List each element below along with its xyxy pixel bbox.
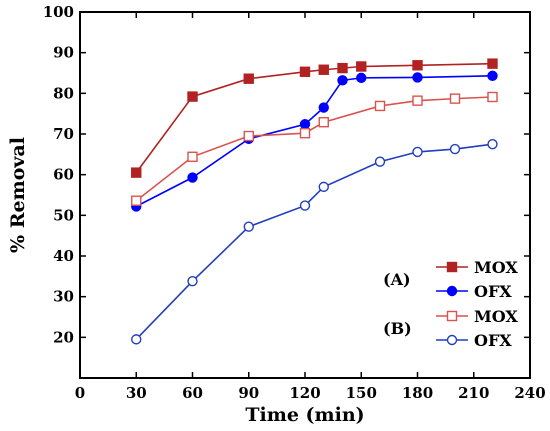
x-tick-label: 210 <box>458 384 489 402</box>
data-point <box>356 61 367 72</box>
data-point <box>412 72 423 83</box>
data-point <box>412 146 423 158</box>
plot-area <box>131 58 498 345</box>
data-point <box>243 130 254 142</box>
data-point <box>356 72 367 84</box>
y-tick-label: 90 <box>53 44 74 62</box>
data-point <box>318 64 329 75</box>
data-point <box>337 62 348 74</box>
data-point <box>187 172 198 183</box>
x-tick-label: 30 <box>126 384 147 402</box>
x-tick-label: 240 <box>514 384 545 402</box>
x-tick-label: 90 <box>238 384 259 402</box>
y-tick-label: 50 <box>53 206 74 224</box>
data-point <box>318 117 329 128</box>
legend: (A) (B) MOX OFX MOX OFX <box>383 258 518 350</box>
data-point <box>299 200 311 211</box>
legend-group-label: (B) <box>383 319 412 338</box>
data-point <box>318 102 329 113</box>
data-point <box>412 60 423 71</box>
data-point <box>449 93 461 104</box>
legend-label: OFX <box>474 282 512 301</box>
y-tick-label: 80 <box>53 84 74 102</box>
y-tick-label: 30 <box>53 288 74 306</box>
series-mox-b <box>131 91 498 206</box>
data-point <box>131 195 142 206</box>
legend-label: MOX <box>474 258 518 277</box>
data-point <box>187 91 198 102</box>
legend-marker <box>446 261 458 273</box>
x-tick-label: 0 <box>75 384 85 402</box>
legend-marker <box>446 285 458 297</box>
x-axis-title: Time (min) <box>245 404 364 426</box>
data-point <box>318 181 329 193</box>
y-axis-title: % Removal <box>7 137 29 253</box>
y-tick-label: 70 <box>53 125 74 143</box>
series-ofx-a <box>131 70 498 212</box>
legend-label: MOX <box>474 307 518 326</box>
data-point <box>131 334 142 345</box>
data-point <box>487 138 498 150</box>
data-point <box>374 100 386 112</box>
x-tick-label: 180 <box>402 384 433 402</box>
data-point <box>374 156 386 167</box>
data-point <box>187 151 198 162</box>
data-point <box>131 167 142 178</box>
x-tick-label: 60 <box>182 384 203 402</box>
series-mox-a <box>131 58 498 178</box>
x-tick-label: 150 <box>346 384 377 402</box>
data-point <box>487 58 498 69</box>
legend-marker <box>446 310 458 322</box>
data-point <box>487 70 498 82</box>
series-ofx-b <box>131 138 498 345</box>
data-point <box>337 75 348 86</box>
axes: 0 30 60 90 120 150 180 210 240 20 30 40 50 60 70 80 90 10… <box>43 3 546 402</box>
legend-marker <box>446 334 458 346</box>
data-point <box>299 119 311 130</box>
y-tick-label: 60 <box>53 166 74 184</box>
data-point <box>412 95 423 106</box>
data-point <box>299 127 311 139</box>
data-point <box>243 73 254 84</box>
data-point <box>187 276 198 287</box>
data-point <box>243 221 254 232</box>
y-tick-label: 20 <box>53 328 74 346</box>
x-tick-label: 120 <box>289 384 320 402</box>
data-point <box>487 91 498 103</box>
y-tick-label: 100 <box>43 3 74 21</box>
series-line <box>135 96 493 202</box>
legend-label: OFX <box>474 331 512 350</box>
data-point <box>449 143 461 155</box>
y-tick-label: 40 <box>53 247 74 265</box>
legend-group-label: (A) <box>383 270 411 289</box>
data-point <box>299 66 311 77</box>
